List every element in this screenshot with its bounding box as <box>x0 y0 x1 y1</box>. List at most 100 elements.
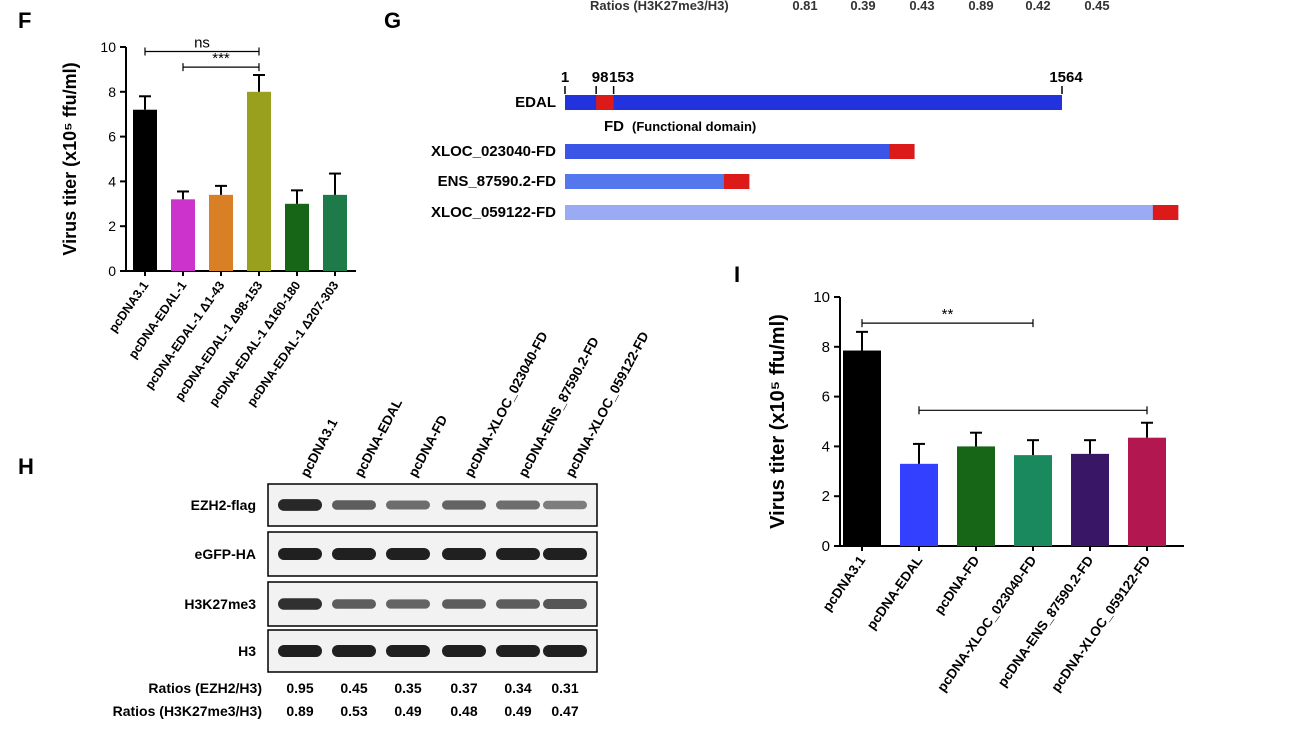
panel-label-g: G <box>384 8 401 33</box>
blot-band <box>278 548 322 560</box>
panel-label-i: I <box>734 262 740 287</box>
blot-band <box>543 548 587 560</box>
top-strip-value: 0.43 <box>909 0 934 13</box>
bar <box>209 194 233 271</box>
fd-label: FD <box>604 118 624 135</box>
blot-band <box>278 645 322 657</box>
blot-band <box>543 645 587 657</box>
ratio-value: 0.49 <box>394 703 421 719</box>
blot-panel <box>267 483 598 527</box>
top-strip-value: 0.42 <box>1025 0 1050 13</box>
x-category-label: pcDNA-FD <box>931 553 982 617</box>
blot-band <box>278 499 322 511</box>
blot-row-label: H3K27me3 <box>184 596 256 612</box>
ratio-value: 0.95 <box>286 680 313 696</box>
blot-band <box>332 548 376 560</box>
lane-label: pcDNA-FD <box>405 413 450 480</box>
chart-i: 0 2 4 6 8 10 Virus titer (x10⁵ ffu/ml) pcDNA3.1… <box>767 289 1184 694</box>
blot-band <box>496 599 540 609</box>
functional-domain <box>1152 205 1179 220</box>
fd-label-note: (Functional domain) <box>632 119 756 134</box>
blot-row-label: eGFP-HA <box>195 546 256 562</box>
bar <box>843 350 881 546</box>
blot-band <box>332 500 376 510</box>
bar <box>171 199 195 271</box>
x-category-label: pcDNA3.1 <box>820 553 869 614</box>
ratio-value: 0.48 <box>450 703 477 719</box>
y-tick-label: 2 <box>108 218 116 234</box>
y-tick-label: 10 <box>100 39 116 55</box>
lane-label: pcDNA-XLOC_059122-FD <box>562 329 651 479</box>
y-tick-label: 0 <box>108 263 116 279</box>
bar <box>957 446 995 546</box>
bar <box>247 91 271 271</box>
bar <box>323 194 347 271</box>
bar <box>1071 453 1109 546</box>
y-tick-label: 2 <box>822 488 830 505</box>
blot-band <box>442 548 486 560</box>
ratio-value: 0.89 <box>286 703 313 719</box>
functional-domain <box>889 144 915 159</box>
significance-label: ns <box>194 34 210 51</box>
blot-row-label: H3 <box>238 643 256 659</box>
bar <box>900 463 938 546</box>
position-label: 98 <box>592 69 609 86</box>
top-strip-value: 0.89 <box>968 0 993 13</box>
blot-panel <box>267 531 598 577</box>
y-axis-label: Virus titer (x10⁵ ffu/ml) <box>60 62 80 255</box>
ratio-value: 0.53 <box>340 703 367 719</box>
position-label: 1 <box>561 69 569 86</box>
ratio-value: 0.45 <box>340 680 367 696</box>
y-axis-label: Virus titer (x10⁵ ffu/ml) <box>767 314 789 529</box>
blot-row-label: EZH2-flag <box>191 497 256 513</box>
y-tick-label: 4 <box>108 173 116 189</box>
ratio-value: 0.37 <box>450 680 477 696</box>
ratio-value: 0.49 <box>504 703 531 719</box>
blot-band <box>496 500 540 510</box>
construct-label: EDAL <box>515 94 556 111</box>
domain-diagram: 1 98 153 1564 EDAL XLOC_023040-FD ENS_87590.2-… <box>431 69 1179 221</box>
blot-band <box>386 548 430 560</box>
top-ratio-strip: Ratios (H3K27me3/H3) 0.81 0.39 0.43 0.89 0.4… <box>590 0 1110 13</box>
bar <box>1128 437 1166 546</box>
bar <box>285 203 309 271</box>
panel-label-f: F <box>18 8 31 33</box>
y-tick-label: 6 <box>108 129 116 145</box>
ratio-value: 0.35 <box>394 680 421 696</box>
lane-label: pcDNA3.1 <box>297 416 340 480</box>
construct-bar <box>565 144 915 159</box>
top-strip-value: 0.81 <box>792 0 817 13</box>
y-tick-label: 10 <box>813 289 830 306</box>
construct-label: XLOC_059122-FD <box>431 204 556 221</box>
blot-band <box>496 645 540 657</box>
blot-band <box>332 599 376 609</box>
blot-band <box>386 500 430 510</box>
ratio-row-label: Ratios (EZH2/H3) <box>148 680 262 696</box>
x-category-label: pcDNA-XLOC_023040-FD <box>934 553 1039 695</box>
construct-label: XLOC_023040-FD <box>431 143 556 160</box>
bar <box>133 109 157 271</box>
y-tick-label: 6 <box>822 389 830 406</box>
functional-domain <box>723 174 750 189</box>
y-tick-label: 8 <box>822 339 830 356</box>
construct-bar <box>565 95 1062 110</box>
position-label: 1564 <box>1049 69 1083 86</box>
lane-label: pcDNA-EDAL <box>351 396 405 479</box>
blot-band <box>278 598 322 610</box>
blot-band <box>442 645 486 657</box>
blot-band <box>543 500 587 510</box>
x-category-label: pcDNA-ENS_87590.2-FD <box>995 553 1097 690</box>
panel-label-h: H <box>18 454 34 479</box>
position-label: 153 <box>609 69 634 86</box>
blot-panel <box>267 581 598 627</box>
ratio-value: 0.47 <box>551 703 578 719</box>
construct-bar <box>565 174 750 189</box>
bar <box>1014 455 1052 546</box>
top-strip-value: 0.45 <box>1084 0 1109 13</box>
ratio-value: 0.34 <box>504 680 531 696</box>
ratio-row-label: Ratios (H3K27me3/H3) <box>113 703 262 719</box>
y-tick-label: 8 <box>108 84 116 100</box>
significance-label: ** <box>942 306 954 323</box>
